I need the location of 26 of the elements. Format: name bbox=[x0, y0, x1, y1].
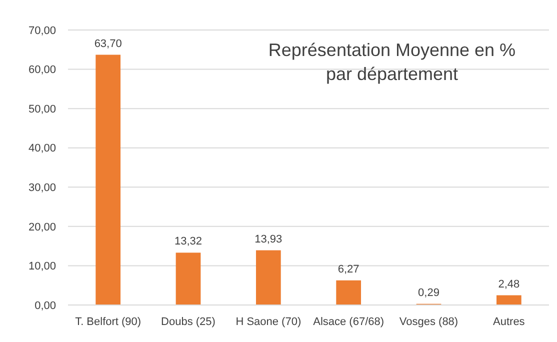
y-tick-label: 70,00 bbox=[28, 24, 56, 37]
data-label: 0,29 bbox=[418, 286, 440, 299]
y-tick-label: 10,00 bbox=[28, 260, 56, 273]
data-label: 63,70 bbox=[94, 38, 122, 50]
text: Représentation Moyenne en % par département bbox=[268, 40, 516, 84]
y-tick-label: 30,00 bbox=[28, 182, 56, 194]
y-tick-label: 20,00 bbox=[28, 221, 56, 234]
y-tick-label: 0,00 bbox=[34, 300, 56, 312]
x-tick-label: Vosges (88) bbox=[399, 316, 458, 328]
data-label: 6,27 bbox=[338, 263, 360, 276]
x-tick-label: Autres bbox=[493, 316, 526, 328]
x-tick-label: Alsace (67/68) bbox=[313, 316, 384, 328]
bar bbox=[496, 295, 522, 305]
bar bbox=[336, 280, 362, 305]
x-tick-label: H Saone (70) bbox=[236, 316, 302, 328]
data-label: 2,48 bbox=[498, 278, 520, 290]
bar bbox=[96, 54, 121, 305]
x-tick-label: T. Belfort (90) bbox=[75, 316, 142, 328]
y-tick-label: 40,00 bbox=[28, 142, 56, 155]
y-tick-label: 50,00 bbox=[28, 103, 56, 116]
x-tick-label: Doubs (25) bbox=[161, 316, 216, 328]
data-label: 13,93 bbox=[254, 233, 282, 246]
y-tick-label: 60,00 bbox=[28, 64, 56, 76]
data-label: 13,32 bbox=[174, 236, 202, 248]
bar bbox=[176, 252, 201, 305]
bar bbox=[256, 250, 281, 305]
